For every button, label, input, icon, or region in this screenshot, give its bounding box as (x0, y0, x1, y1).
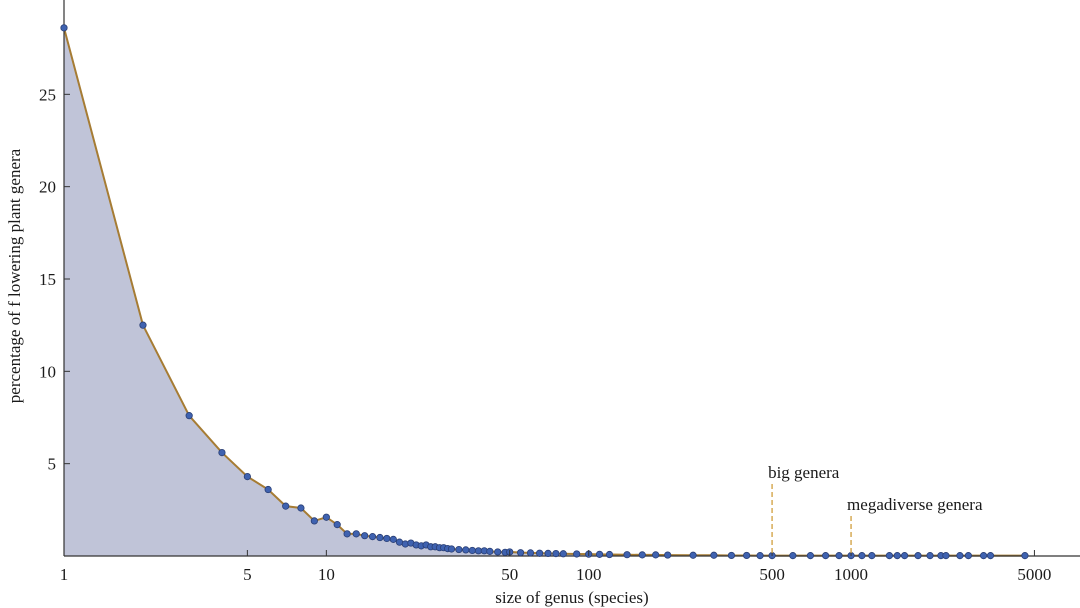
data-point (552, 549, 560, 558)
data-point (986, 552, 995, 560)
data-point (605, 550, 614, 559)
data-point (956, 552, 964, 560)
data-point (893, 552, 901, 560)
data-point (395, 538, 404, 546)
data-point (243, 472, 251, 481)
y-axis-ticks: 5 10 15 20 25 (39, 85, 70, 474)
data-point (573, 550, 581, 558)
y-tick-label: 10 (39, 362, 56, 381)
data-point (835, 552, 843, 560)
data-point (462, 546, 470, 554)
x-tick-label: 1 (60, 565, 69, 584)
data-point (544, 549, 552, 558)
data-point (474, 547, 483, 555)
x-tick-label: 5000 (1017, 565, 1051, 584)
data-point (447, 545, 456, 553)
data-point (389, 535, 397, 543)
data-point (322, 513, 330, 521)
data-point (264, 485, 272, 494)
data-point (727, 551, 736, 560)
data-point (185, 412, 193, 420)
data-point (806, 552, 815, 560)
data-point (664, 551, 672, 559)
data-point (1021, 552, 1029, 560)
data-point (333, 521, 341, 529)
x-tick-label: 5 (243, 565, 252, 584)
data-point (964, 552, 972, 560)
data-point (885, 552, 893, 560)
plot-area (60, 0, 1080, 560)
data-point (516, 549, 525, 557)
data-point (858, 552, 866, 560)
data-point (914, 552, 922, 560)
data-point (743, 551, 751, 560)
data-point (789, 552, 797, 560)
data-point (926, 552, 934, 560)
x-tick-label: 50 (501, 565, 518, 584)
data-point (526, 549, 535, 557)
data-point (623, 551, 631, 559)
data-point (559, 550, 567, 558)
data-point (868, 552, 876, 560)
area-fill (64, 27, 1025, 557)
data-point (756, 552, 764, 560)
data-point (352, 530, 360, 538)
data-point (494, 548, 502, 556)
data-point (218, 448, 226, 457)
data-point (689, 551, 697, 559)
x-tick-label: 1000 (834, 565, 868, 584)
data-point (368, 533, 377, 541)
data-point (60, 24, 68, 32)
y-tick-label: 15 (39, 270, 56, 289)
data-point (822, 552, 830, 560)
data-point (652, 551, 660, 559)
x-axis-ticks: 1 5 10 50 100 500 1000 5000 (60, 550, 1051, 584)
data-point (455, 545, 463, 554)
data-point (139, 321, 147, 329)
data-point (297, 504, 305, 512)
x-axis-title: size of genus (species) (495, 588, 648, 607)
y-tick-label: 25 (39, 85, 56, 104)
y-tick-label: 20 (39, 178, 56, 197)
data-point (979, 552, 988, 560)
data-point (638, 551, 646, 559)
annotation-label: megadiverse genera (847, 495, 983, 514)
x-tick-label: 100 (576, 565, 602, 584)
annotations: big genera megadiverse genera (768, 463, 983, 556)
data-point (383, 534, 391, 543)
x-tick-label: 500 (759, 565, 785, 584)
data-point (595, 550, 604, 558)
data-point (376, 533, 384, 542)
data-point (900, 552, 909, 560)
data-point (282, 502, 290, 510)
data-point (310, 517, 318, 525)
y-axis-title: percentage of f lowering plant genera (5, 148, 24, 403)
data-point (468, 546, 476, 555)
data-point (486, 547, 494, 555)
x-tick-label: 10 (318, 565, 335, 584)
data-point (361, 532, 369, 540)
data-point (343, 530, 351, 538)
data-point (536, 549, 544, 557)
data-point (710, 551, 718, 559)
data-point (942, 552, 950, 560)
annotation-label: big genera (768, 463, 840, 482)
y-tick-label: 5 (48, 455, 57, 474)
